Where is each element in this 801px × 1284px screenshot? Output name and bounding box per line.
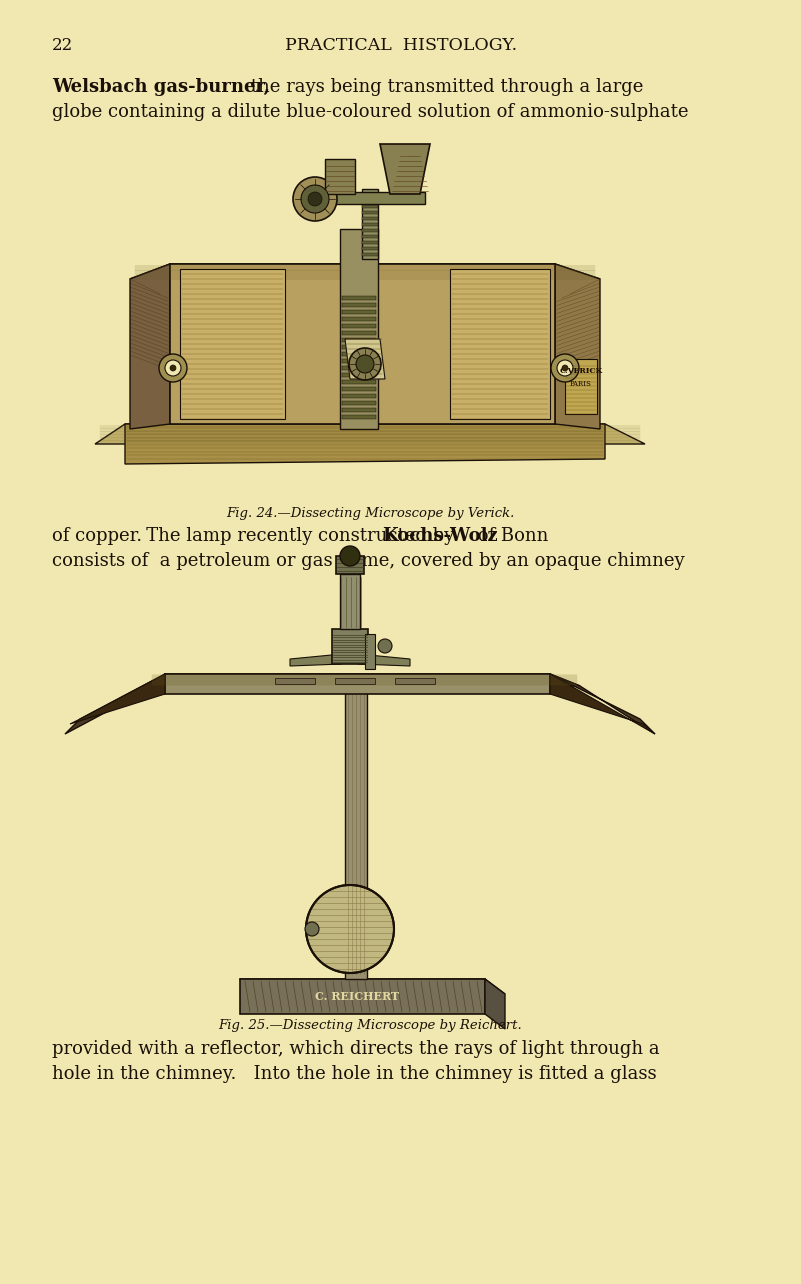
Polygon shape (555, 265, 600, 429)
Text: provided with a reflector, which directs the rays of light through a: provided with a reflector, which directs… (52, 1040, 660, 1058)
Bar (342, 331, 376, 335)
Bar (362, 217, 378, 220)
Bar (342, 352, 376, 356)
Polygon shape (380, 144, 430, 194)
Circle shape (562, 365, 568, 371)
Bar (342, 309, 376, 315)
Circle shape (551, 354, 579, 383)
Bar (362, 235, 378, 238)
Bar (342, 366, 376, 370)
Bar (335, 678, 375, 684)
Circle shape (306, 885, 394, 973)
Circle shape (308, 193, 322, 205)
Text: Kochs-Wolz: Kochs-Wolz (382, 526, 497, 544)
Bar (362, 211, 378, 214)
Bar (450, 270, 550, 419)
Text: PARIS: PARIS (570, 380, 592, 388)
Polygon shape (130, 265, 170, 429)
Bar (332, 629, 368, 664)
Circle shape (305, 922, 319, 936)
Bar (362, 199, 378, 202)
Bar (342, 317, 376, 321)
Text: Fig. 25.—Dissecting Microscope by Reichert.: Fig. 25.—Dissecting Microscope by Reiche… (218, 1019, 522, 1032)
Text: of Bonn: of Bonn (472, 526, 549, 544)
Bar (180, 270, 285, 419)
Polygon shape (290, 654, 342, 666)
Polygon shape (485, 978, 505, 1028)
Polygon shape (165, 674, 550, 693)
Text: PRACTICAL  HISTOLOGY.: PRACTICAL HISTOLOGY. (285, 37, 517, 54)
Polygon shape (240, 978, 505, 994)
Circle shape (170, 365, 176, 371)
Circle shape (159, 354, 187, 383)
Bar (362, 205, 378, 208)
Bar (342, 345, 376, 349)
Text: Fig. 24.—Dissecting Microscope by Verick.: Fig. 24.—Dissecting Microscope by Verick… (226, 507, 514, 520)
Bar (362, 247, 378, 250)
Polygon shape (345, 339, 385, 379)
Text: consists of  a petroleum or gas flame, covered by an opaque chimney: consists of a petroleum or gas flame, co… (52, 552, 685, 570)
Bar (342, 372, 376, 377)
Bar (342, 297, 376, 300)
Text: globe containing a dilute blue-coloured solution of ammonio-sulphate: globe containing a dilute blue-coloured … (52, 103, 689, 121)
Polygon shape (550, 674, 655, 734)
Bar (325, 159, 355, 194)
Bar (365, 634, 375, 669)
Text: of copper.: of copper. (52, 526, 142, 544)
Text: Welsbach gas-burner,: Welsbach gas-burner, (52, 78, 270, 96)
Bar (362, 189, 378, 259)
Text: The lamp recently constructed by: The lamp recently constructed by (129, 526, 460, 544)
Circle shape (165, 360, 181, 376)
Circle shape (349, 348, 381, 380)
Bar (362, 253, 378, 256)
Text: C.VERICK: C.VERICK (559, 367, 602, 375)
Bar (342, 303, 376, 307)
Polygon shape (125, 424, 605, 464)
Polygon shape (150, 674, 580, 686)
Bar (315, 193, 425, 204)
Polygon shape (358, 654, 410, 666)
Bar (342, 401, 376, 404)
Polygon shape (130, 265, 600, 279)
Bar (342, 394, 376, 398)
Polygon shape (240, 978, 485, 1014)
Bar (362, 229, 378, 232)
Bar (342, 386, 376, 392)
Bar (362, 223, 378, 226)
Circle shape (340, 546, 360, 566)
Polygon shape (65, 674, 165, 734)
Bar (345, 674, 367, 978)
Text: the rays being transmitted through a large: the rays being transmitted through a lar… (245, 78, 643, 96)
Text: hole in the chimney.   Into the hole in the chimney is fitted a glass: hole in the chimney. Into the hole in th… (52, 1064, 657, 1082)
Bar (342, 408, 376, 412)
Bar (362, 241, 378, 244)
Text: C. REICHERT: C. REICHERT (316, 991, 400, 1002)
Polygon shape (70, 674, 165, 724)
Bar (395, 678, 435, 684)
Circle shape (301, 185, 329, 213)
Bar (336, 556, 364, 574)
Bar (275, 678, 315, 684)
Text: 22: 22 (52, 37, 73, 54)
Bar (342, 324, 376, 327)
Polygon shape (170, 265, 555, 424)
Circle shape (356, 354, 374, 372)
Bar (342, 338, 376, 342)
Bar (340, 229, 378, 429)
Bar (342, 380, 376, 384)
Bar (342, 415, 376, 419)
Circle shape (378, 639, 392, 654)
Circle shape (557, 360, 573, 376)
Circle shape (293, 177, 337, 221)
Polygon shape (550, 674, 655, 734)
Bar (342, 360, 376, 363)
Bar (565, 360, 597, 413)
Polygon shape (95, 424, 645, 444)
Bar (340, 574, 360, 629)
